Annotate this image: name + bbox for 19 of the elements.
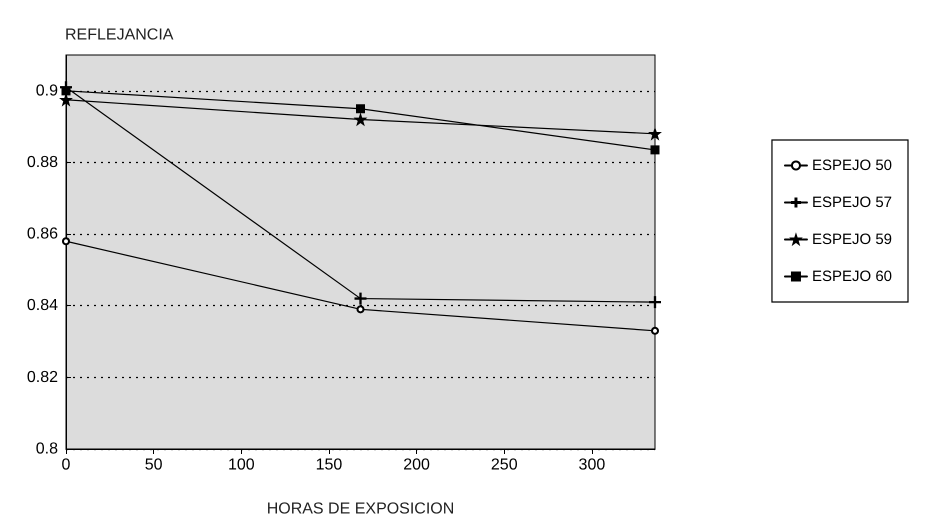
x-tick-label: 300 [578, 456, 606, 474]
legend-label: ESPEJO 50 [812, 157, 892, 174]
y-tick-label: 0.88 [26, 154, 58, 171]
x-tick-label: 0 [62, 456, 71, 474]
legend-label: ESPEJO 60 [812, 268, 892, 285]
x-tick-label: 200 [403, 456, 430, 474]
y-tick-label: 0.86 [26, 226, 58, 243]
chart-title: REFLEJANCIA [65, 26, 174, 44]
y-tick-label: 0.8 [36, 440, 58, 458]
y-tick-label: 0.84 [26, 297, 58, 314]
x-tick-label: 250 [490, 456, 518, 474]
x-axis-title: HORAS DE EXPOSICION [266, 500, 454, 518]
x-tick-label: 100 [228, 456, 255, 474]
y-tick-label: 0.9 [36, 82, 58, 100]
y-tick-label: 0.82 [26, 368, 58, 386]
legend-label: ESPEJO 59 [812, 231, 892, 248]
legend-label: ESPEJO 57 [812, 194, 892, 211]
x-tick-label: 150 [316, 456, 342, 474]
x-tick-label: 50 [144, 456, 163, 474]
